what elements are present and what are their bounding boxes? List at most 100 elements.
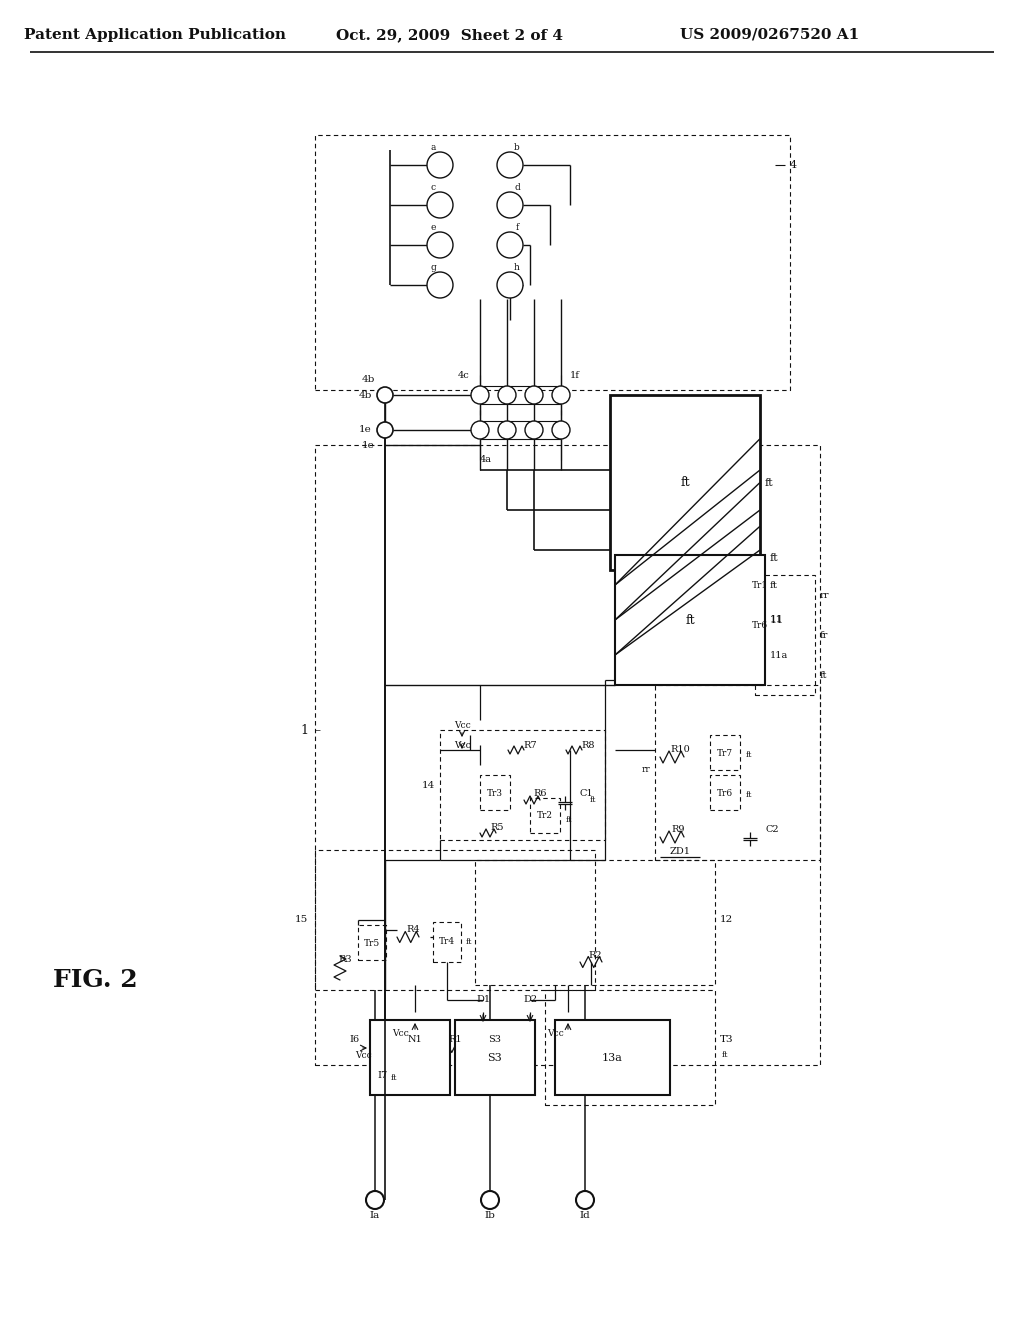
Text: b: b bbox=[514, 143, 520, 152]
Bar bbox=[455, 1020, 535, 1096]
Text: ft: ft bbox=[746, 791, 753, 799]
Circle shape bbox=[497, 191, 523, 218]
Circle shape bbox=[525, 421, 543, 440]
Text: Tr7: Tr7 bbox=[717, 748, 733, 758]
Text: ft: ft bbox=[770, 581, 778, 590]
Text: 4: 4 bbox=[790, 160, 797, 170]
Bar bbox=[480, 775, 510, 810]
Text: fr: fr bbox=[820, 631, 828, 639]
Text: R7: R7 bbox=[523, 741, 537, 750]
Text: S3: S3 bbox=[487, 1053, 503, 1063]
Text: ft: ft bbox=[680, 477, 690, 488]
Text: 1: 1 bbox=[300, 723, 308, 737]
Text: S3: S3 bbox=[488, 1035, 502, 1044]
Text: Ib: Ib bbox=[484, 1212, 496, 1221]
Circle shape bbox=[575, 1191, 594, 1209]
Bar bbox=[315, 135, 790, 389]
Text: 1e: 1e bbox=[359, 425, 372, 434]
Bar bbox=[358, 925, 386, 960]
Text: FIG. 2: FIG. 2 bbox=[52, 968, 137, 993]
Circle shape bbox=[552, 385, 570, 404]
Bar bbox=[433, 921, 461, 962]
Text: 15: 15 bbox=[295, 916, 308, 924]
Bar bbox=[315, 850, 595, 990]
Circle shape bbox=[481, 1191, 499, 1209]
Text: R8: R8 bbox=[582, 741, 595, 750]
Text: C1: C1 bbox=[580, 788, 594, 797]
Text: 12: 12 bbox=[720, 916, 733, 924]
Circle shape bbox=[525, 385, 543, 404]
Text: 1e: 1e bbox=[362, 441, 375, 450]
Text: Oct. 29, 2009  Sheet 2 of 4: Oct. 29, 2009 Sheet 2 of 4 bbox=[337, 28, 563, 42]
Text: f: f bbox=[515, 223, 518, 231]
Text: I7: I7 bbox=[378, 1071, 388, 1080]
Text: I6: I6 bbox=[350, 1035, 360, 1044]
Text: 4b: 4b bbox=[361, 375, 375, 384]
Text: R4: R4 bbox=[407, 925, 420, 935]
Circle shape bbox=[427, 272, 453, 298]
Text: C2: C2 bbox=[765, 825, 778, 834]
Circle shape bbox=[377, 387, 393, 403]
Text: 1f: 1f bbox=[570, 371, 580, 380]
Text: R10: R10 bbox=[670, 746, 690, 755]
Text: Vcc: Vcc bbox=[354, 1052, 372, 1060]
Bar bbox=[655, 685, 820, 861]
Text: Id: Id bbox=[580, 1212, 591, 1221]
Text: 11a: 11a bbox=[770, 651, 788, 660]
Circle shape bbox=[471, 385, 489, 404]
Text: ft: ft bbox=[391, 1074, 397, 1082]
Text: Vcc: Vcc bbox=[454, 741, 470, 750]
Text: Tr6: Tr6 bbox=[752, 620, 768, 630]
Text: R3: R3 bbox=[338, 956, 352, 965]
Text: a: a bbox=[430, 143, 435, 152]
Text: Tr4: Tr4 bbox=[439, 937, 455, 946]
Circle shape bbox=[377, 422, 393, 438]
Text: d: d bbox=[514, 182, 520, 191]
Bar bbox=[555, 1020, 670, 1096]
Text: rr: rr bbox=[641, 766, 650, 775]
Text: 14: 14 bbox=[422, 780, 435, 789]
Text: N1: N1 bbox=[408, 1035, 422, 1044]
Text: Tr2: Tr2 bbox=[537, 812, 553, 821]
Text: US 2009/0267520 A1: US 2009/0267520 A1 bbox=[680, 28, 859, 42]
Text: R6: R6 bbox=[534, 788, 547, 797]
Circle shape bbox=[498, 421, 516, 440]
Text: Vcc: Vcc bbox=[454, 721, 470, 730]
Text: ft: ft bbox=[590, 796, 597, 804]
Text: 13a: 13a bbox=[601, 1053, 623, 1063]
Text: Vcc: Vcc bbox=[547, 1030, 563, 1039]
Text: R2: R2 bbox=[588, 950, 602, 960]
Bar bbox=[370, 1020, 450, 1096]
Circle shape bbox=[471, 421, 489, 440]
Text: R1: R1 bbox=[449, 1035, 462, 1044]
Bar bbox=[755, 576, 815, 696]
Text: ft: ft bbox=[765, 478, 773, 487]
Circle shape bbox=[427, 191, 453, 218]
Circle shape bbox=[498, 385, 516, 404]
Circle shape bbox=[497, 272, 523, 298]
Circle shape bbox=[427, 152, 453, 178]
Text: T3: T3 bbox=[720, 1035, 733, 1044]
Text: ft: ft bbox=[685, 614, 695, 627]
Bar bbox=[545, 990, 715, 1105]
Text: rr: rr bbox=[820, 590, 829, 599]
Text: R9: R9 bbox=[672, 825, 685, 834]
Circle shape bbox=[366, 1191, 384, 1209]
Text: ft: ft bbox=[746, 751, 753, 759]
Text: ft: ft bbox=[820, 671, 827, 680]
Bar bbox=[530, 799, 560, 833]
Text: e: e bbox=[430, 223, 435, 231]
Bar bbox=[710, 735, 740, 770]
Circle shape bbox=[427, 232, 453, 257]
Bar bbox=[610, 395, 760, 570]
Circle shape bbox=[497, 152, 523, 178]
Text: Tr6: Tr6 bbox=[717, 788, 733, 797]
Text: 11: 11 bbox=[770, 615, 783, 624]
Text: ft: ft bbox=[566, 816, 572, 824]
Text: 11: 11 bbox=[770, 615, 784, 624]
Circle shape bbox=[552, 421, 570, 440]
Text: Vcc: Vcc bbox=[391, 1030, 409, 1039]
Text: Patent Application Publication: Patent Application Publication bbox=[24, 28, 286, 42]
Text: ZD1: ZD1 bbox=[670, 847, 690, 857]
Text: g: g bbox=[430, 263, 436, 272]
